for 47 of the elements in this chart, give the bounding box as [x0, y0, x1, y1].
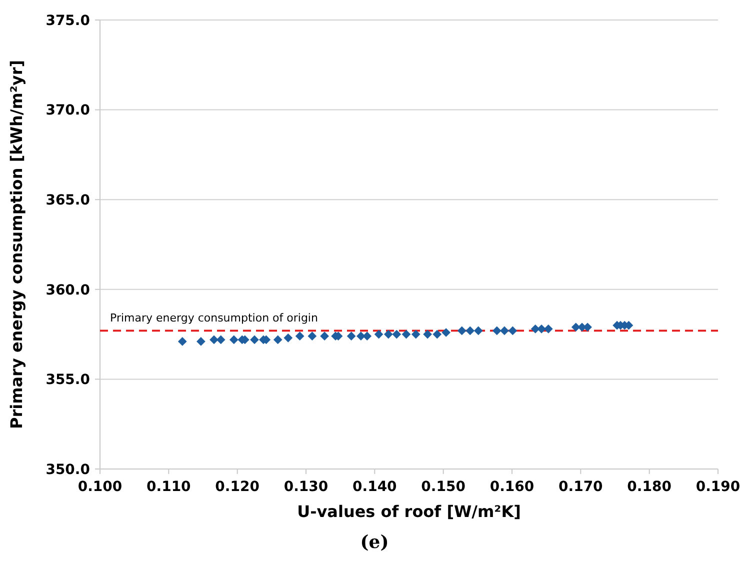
point — [229, 335, 238, 344]
y-tick-label: 355.0 — [46, 372, 90, 388]
point — [508, 326, 518, 336]
point — [346, 332, 356, 341]
x-tick-label: 0.190 — [696, 479, 740, 495]
x-tick-label: 0.120 — [215, 479, 260, 495]
point — [308, 332, 317, 341]
point — [432, 330, 442, 339]
text: (e) — [360, 532, 389, 553]
point — [457, 326, 466, 336]
x-axis-title: U-values of roof [W/m²K] — [297, 502, 521, 521]
point — [178, 337, 187, 346]
point — [392, 330, 402, 339]
x-tick-label: 0.110 — [146, 479, 192, 495]
point — [537, 324, 546, 334]
point — [250, 335, 259, 344]
y-axis-title: Primary energy consumption [kWh/m²yr] — [7, 60, 26, 430]
point — [423, 330, 432, 339]
x-tick-label: 0.150 — [421, 479, 466, 495]
point — [466, 326, 475, 336]
point — [411, 330, 420, 339]
point — [374, 330, 384, 339]
x-tick-label: 0.160 — [490, 479, 534, 495]
point — [402, 330, 411, 339]
x-tick-label: 0.180 — [627, 479, 672, 495]
point — [196, 337, 206, 346]
y-tick-label: 350.0 — [46, 462, 90, 478]
point — [320, 332, 329, 341]
point — [273, 335, 282, 344]
point — [442, 328, 451, 337]
point — [284, 333, 293, 342]
point — [295, 332, 304, 341]
point — [474, 326, 483, 336]
y-tick-label: 375.0 — [46, 12, 90, 29]
y-tick-label: 360.0 — [46, 282, 90, 298]
point — [500, 326, 509, 336]
x-tick-label: 0.140 — [352, 479, 398, 495]
x-tick-label: 0.100 — [78, 479, 122, 495]
point — [492, 326, 502, 336]
ref-line-label: Primary energy consumption of origin — [110, 312, 318, 325]
point — [210, 335, 218, 344]
point — [384, 330, 393, 339]
y-tick-label: 370.0 — [46, 102, 90, 119]
x-tick-label: 0.130 — [284, 479, 328, 495]
x-tick-label: 0.170 — [558, 479, 604, 495]
y-tick-label: 365.0 — [46, 192, 90, 208]
point — [216, 335, 226, 344]
